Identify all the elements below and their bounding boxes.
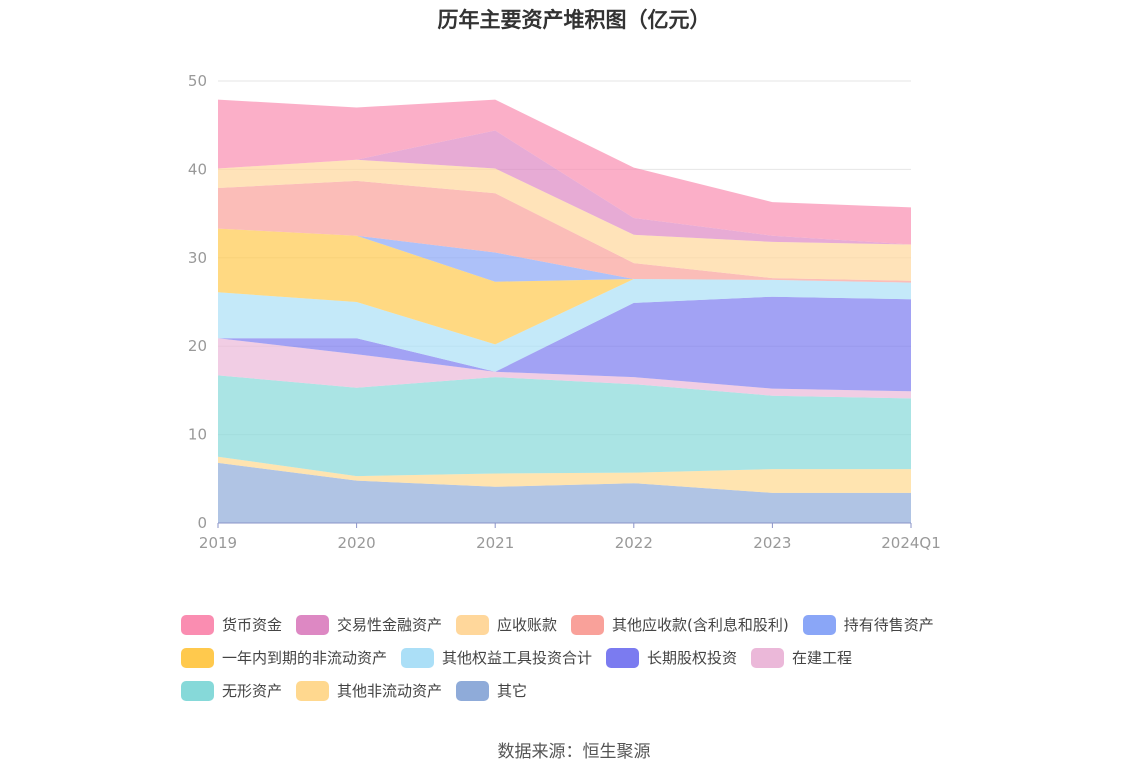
x-tick-label: 2019 <box>199 534 237 552</box>
legend-swatch <box>296 680 330 701</box>
legend-item[interactable]: 其它 <box>456 680 527 701</box>
y-tick-label: 10 <box>188 426 207 444</box>
legend-item[interactable]: 货币资金 <box>181 614 282 635</box>
y-tick-label: 0 <box>197 514 207 532</box>
legend-label: 在建工程 <box>792 649 853 667</box>
area-series[interactable] <box>218 296 911 392</box>
y-tick-label: 30 <box>188 249 207 267</box>
legend-label: 货币资金 <box>222 616 283 634</box>
legend-item[interactable]: 其他应收款(含利息和股利) <box>571 614 789 635</box>
area-series[interactable] <box>218 228 911 345</box>
area-series[interactable] <box>218 228 911 283</box>
legend-label: 无形资产 <box>222 682 283 700</box>
x-tick-label: 2020 <box>338 534 376 552</box>
legend-swatch <box>181 614 214 635</box>
area-series[interactable] <box>218 456 911 493</box>
area-series[interactable] <box>218 130 911 245</box>
area-series[interactable] <box>218 338 911 399</box>
legend-item[interactable]: 持有待售资产 <box>802 614 934 635</box>
legend-swatch <box>751 647 785 668</box>
legend-swatch <box>401 647 435 668</box>
legend-row: 货币资金 交易性金融资产 应收账款 其他应收款(含利息和股利) 持有待售资产 <box>181 608 1001 641</box>
legend-item[interactable]: 在建工程 <box>751 647 852 668</box>
x-tick-label: 2024Q1 <box>881 534 941 552</box>
legend-swatch <box>456 680 490 701</box>
area-series[interactable] <box>218 279 911 372</box>
legend-row: 一年内到期的非流动资产 其他权益工具投资合计 长期股权投资 在建工程 <box>181 641 1001 674</box>
legend-row: 无形资产 其他非流动资产 其它 <box>181 674 1001 707</box>
y-tick-label: 40 <box>188 160 207 178</box>
legend-item[interactable]: 其他非流动资产 <box>296 680 442 701</box>
legend-item[interactable]: 一年内到期的非流动资产 <box>181 647 387 668</box>
legend-swatch <box>571 614 605 635</box>
data-source: 数据来源：恒生聚源 <box>497 742 651 762</box>
area-series[interactable] <box>218 180 911 283</box>
area-series[interactable] <box>218 375 911 477</box>
legend-label: 持有待售资产 <box>843 616 934 634</box>
legend-swatch <box>181 647 214 668</box>
legend-swatch <box>456 614 490 635</box>
legend-item[interactable]: 应收账款 <box>456 614 557 635</box>
legend-swatch <box>296 614 330 635</box>
legend-label: 其它 <box>497 682 528 700</box>
legend-label: 其他应收款(含利息和股利) <box>612 616 789 634</box>
chart-plot: 0 10 20 30 40 50 2019 2020 2021 2022 2023 2024Q1 <box>188 72 941 552</box>
area-series[interactable] <box>218 99 911 245</box>
legend-label: 其他非流动资产 <box>337 682 443 700</box>
chart-title: 历年主要资产堆积图（亿元） <box>437 8 711 32</box>
legend-label: 一年内到期的非流动资产 <box>222 649 388 667</box>
legend-label: 应收账款 <box>497 616 558 634</box>
legend-label: 其他权益工具投资合计 <box>442 649 593 667</box>
legend-item[interactable]: 无形资产 <box>181 680 282 701</box>
legend-item[interactable]: 其他权益工具投资合计 <box>401 647 592 668</box>
area-series[interactable] <box>218 159 911 281</box>
area-series[interactable] <box>218 462 911 523</box>
legend-label: 交易性金融资产 <box>337 616 443 634</box>
legend-swatch <box>802 614 836 635</box>
legend-swatch <box>606 647 640 668</box>
y-tick-label: 20 <box>188 337 207 355</box>
legend-label: 长期股权投资 <box>647 649 738 667</box>
legend-item[interactable]: 长期股权投资 <box>606 647 737 668</box>
x-tick-label: 2021 <box>476 534 514 552</box>
legend: 货币资金 交易性金融资产 应收账款 其他应收款(含利息和股利) 持有待售资产一年内到期的… <box>181 608 1001 707</box>
y-tick-label: 50 <box>188 72 207 90</box>
x-tick-label: 2023 <box>753 534 791 552</box>
x-tick-label: 2022 <box>615 534 653 552</box>
legend-swatch <box>181 680 214 701</box>
legend-item[interactable]: 交易性金融资产 <box>296 614 442 635</box>
